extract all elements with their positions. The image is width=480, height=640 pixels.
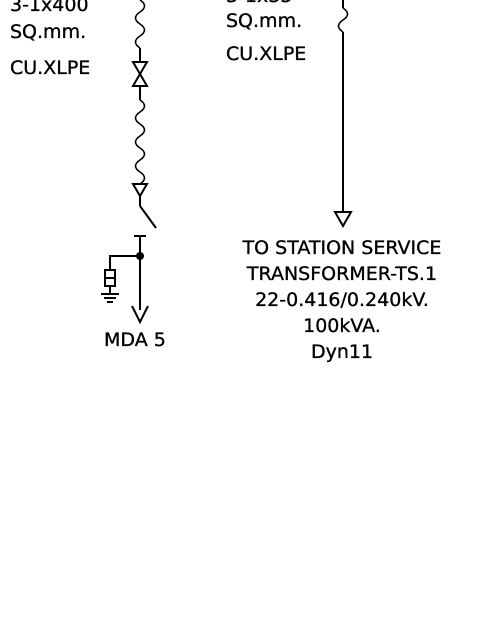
right-cable-size-label: 3-1x35 bbox=[226, 0, 292, 7]
right-cable-unit-label: SQ.mm. bbox=[226, 10, 302, 32]
cable-termination-lower-icon bbox=[131, 183, 149, 198]
ts-line-2: TRANSFORMER-TS.1 bbox=[246, 263, 437, 285]
right-cable-wave bbox=[337, 7, 349, 33]
left-cable-size-label: 3-1x400 bbox=[10, 0, 89, 16]
transformer-info-block: TO STATION SERVICE TRANSFORMER-TS.1 22-0… bbox=[241, 237, 442, 363]
ts-line-1: TO STATION SERVICE bbox=[242, 237, 442, 259]
ts-line-3: 22-0.416/0.240kV. bbox=[255, 289, 429, 311]
right-feeder bbox=[333, 0, 353, 229]
ts-line-5: Dyn11 bbox=[311, 341, 373, 363]
left-cable-unit-label: SQ.mm. bbox=[10, 21, 86, 43]
left-feeder bbox=[101, 0, 157, 325]
cable-termination-icon bbox=[131, 61, 149, 87]
right-cable-type-label: CU.XLPE bbox=[226, 43, 306, 65]
ground-icon bbox=[101, 293, 119, 303]
left-cable-wave-mid bbox=[134, 99, 146, 185]
left-cable-wave-top bbox=[134, 0, 146, 49]
isolator-switch-icon bbox=[139, 205, 157, 229]
feeder-name-label: MDA 5 bbox=[104, 329, 166, 351]
left-cable-type-label: CU.XLPE bbox=[10, 57, 90, 79]
arrow-down-icon bbox=[131, 305, 149, 325]
arrow-down-icon bbox=[333, 211, 353, 229]
ts-line-4: 100kVA. bbox=[303, 315, 381, 337]
